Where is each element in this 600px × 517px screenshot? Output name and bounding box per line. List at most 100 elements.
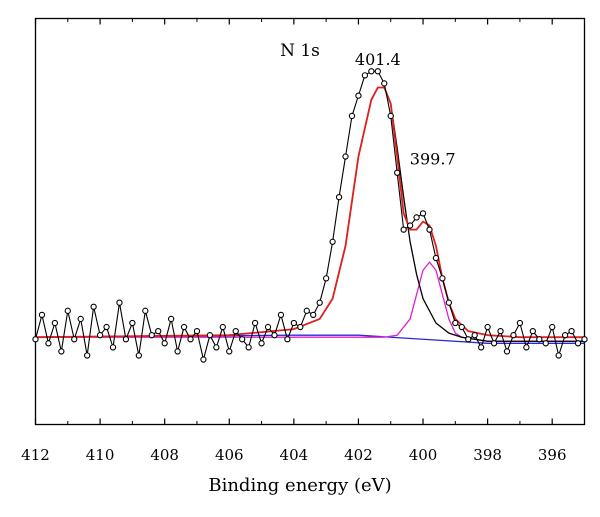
data-point [581, 336, 588, 343]
data-point [193, 327, 201, 335]
x-axis-ticks: 412 410 408 406 404 402 400 398 396 [21, 18, 567, 464]
data-point [251, 319, 259, 327]
data-point [432, 254, 440, 262]
data-point [77, 315, 84, 323]
data-point [523, 344, 530, 351]
data-point [167, 315, 175, 323]
data-point [290, 319, 297, 327]
data-point [277, 311, 285, 319]
plot-frame [34, 17, 586, 426]
data-point [310, 311, 317, 319]
data-point [200, 356, 207, 363]
data-point [387, 112, 394, 120]
data-point [161, 340, 168, 347]
data-point [471, 332, 478, 339]
series-line-fitted-envelope [35, 86, 585, 339]
data-point [503, 348, 511, 355]
data-point [413, 214, 420, 221]
data-point [536, 336, 543, 343]
data-point [445, 299, 453, 306]
data-point [342, 153, 349, 160]
data-point [271, 332, 278, 339]
data-point [439, 275, 446, 282]
data-point [368, 68, 375, 75]
data-point [232, 327, 239, 335]
data-point [96, 332, 104, 339]
data-point [245, 344, 252, 351]
x-tick-label: 396 [538, 446, 567, 464]
x-tick-label: 398 [473, 446, 502, 464]
x-tick-label: 408 [150, 446, 179, 464]
x-tick-label: 412 [21, 446, 50, 464]
data-point [400, 226, 407, 233]
chart-title: N 1s [280, 41, 320, 61]
data-point [58, 348, 65, 355]
data-point [103, 323, 110, 331]
data-point [264, 323, 272, 331]
data-point [38, 311, 46, 319]
data-point [122, 336, 130, 343]
x-tick-label: 402 [344, 446, 373, 464]
data-point [568, 327, 575, 335]
data-point [406, 222, 414, 229]
x-tick-label: 400 [409, 446, 438, 464]
data-point [516, 319, 524, 327]
x-tick-label: 404 [280, 446, 309, 464]
data-point [381, 80, 388, 87]
peak-annotation: 399.7 [410, 150, 456, 169]
data-point [316, 299, 323, 306]
data-point [239, 336, 246, 343]
data-point [458, 323, 465, 331]
data-point [142, 307, 149, 314]
data-point [394, 169, 401, 176]
data-point [206, 332, 214, 339]
data-point [155, 327, 162, 335]
data-point [478, 344, 485, 351]
data-point [497, 327, 504, 335]
data-point [529, 327, 536, 335]
data-point [116, 299, 123, 306]
data-point [297, 323, 304, 331]
x-tick-label: 406 [215, 446, 244, 464]
data-point [148, 332, 155, 339]
annotations: 401.4 399.7 [355, 50, 456, 168]
marker-layer [32, 68, 588, 363]
peak-annotation: 401.4 [355, 50, 401, 69]
data-point [284, 336, 291, 343]
data-point [574, 340, 582, 347]
data-point [348, 112, 356, 120]
series-layer [34, 70, 585, 361]
data-point [84, 352, 91, 359]
data-point [329, 238, 336, 245]
data-point [484, 323, 491, 331]
data-point [374, 68, 381, 75]
data-point [213, 344, 220, 351]
data-point [90, 303, 97, 310]
data-point [109, 344, 117, 351]
x-axis-label: Binding energy (eV) [208, 475, 391, 496]
data-point [174, 348, 181, 355]
data-point [426, 226, 433, 233]
data-point [465, 336, 472, 343]
data-point [355, 92, 362, 99]
data-point [187, 336, 194, 343]
data-point [452, 319, 459, 327]
data-point [226, 348, 233, 355]
data-point [361, 72, 369, 79]
data-point [322, 275, 330, 282]
data-point [135, 352, 142, 359]
data-point [561, 332, 569, 339]
data-point [510, 332, 517, 339]
data-point [51, 319, 59, 327]
series-line-background [35, 334, 585, 344]
data-point [419, 210, 427, 217]
data-point [45, 340, 52, 347]
data-point [71, 336, 78, 343]
data-point [490, 340, 498, 347]
series-line-raw-data [34, 70, 585, 361]
data-point [64, 307, 71, 314]
data-point [129, 319, 136, 327]
data-point [32, 336, 39, 343]
data-point [542, 340, 549, 347]
